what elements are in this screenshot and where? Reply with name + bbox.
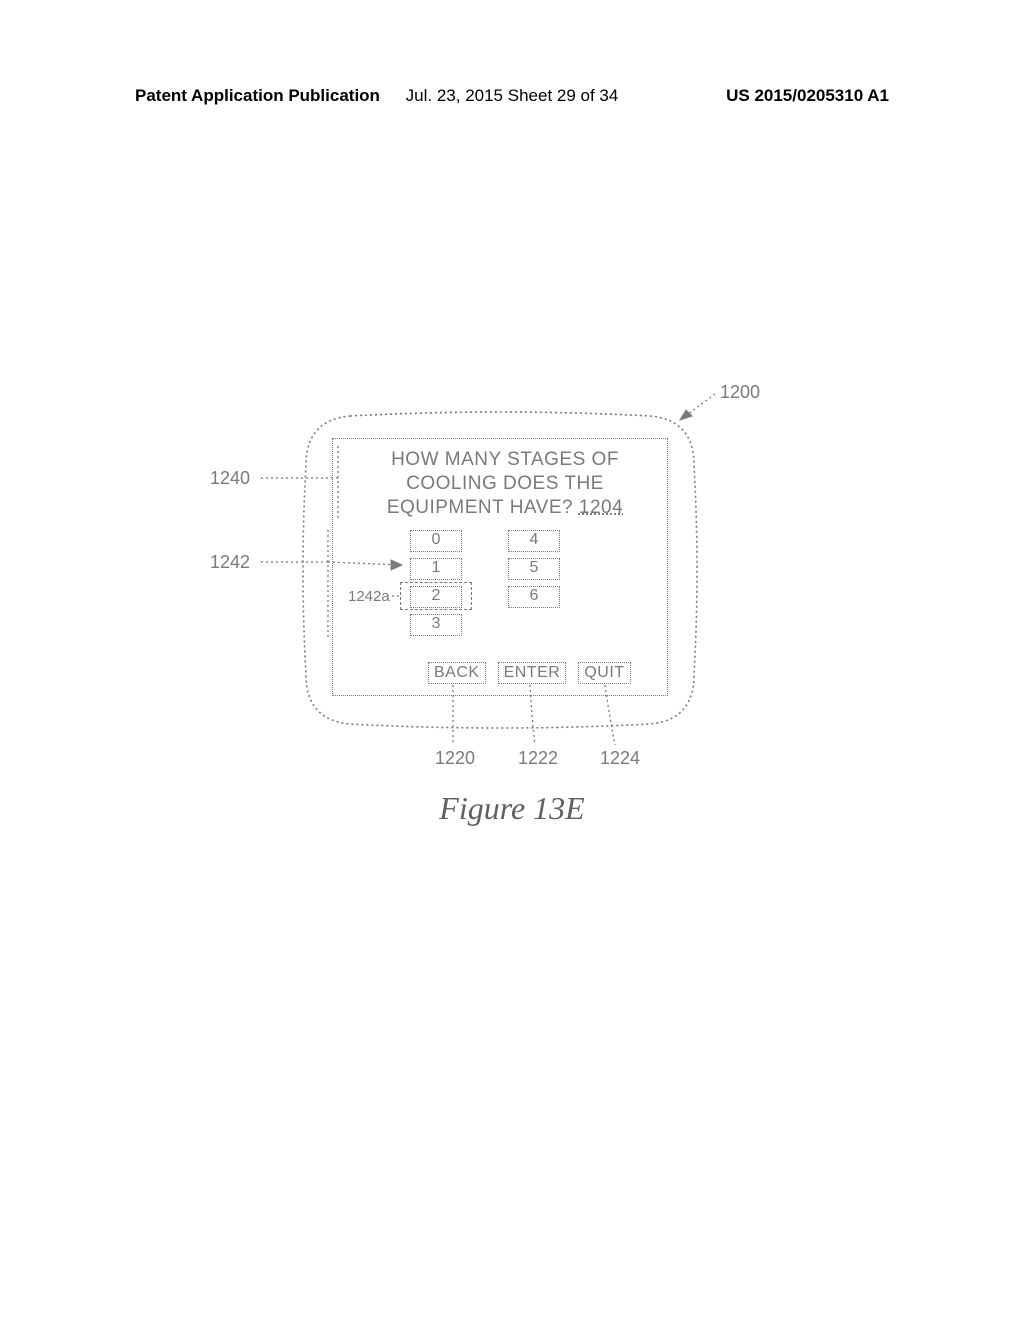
leader-lines — [260, 390, 760, 790]
header-publication: Patent Application Publication — [135, 86, 380, 106]
page-header: Patent Application Publication Jul. 23, … — [0, 86, 1024, 106]
ref-options: 1242 — [210, 552, 250, 573]
figure-13e: HOW MANY STAGES OF COOLING DOES THE EQUI… — [260, 390, 760, 790]
figure-caption: Figure 13E — [0, 790, 1024, 827]
header-patent-number: US 2015/0205310 A1 — [726, 86, 889, 106]
ref-question: 1240 — [210, 468, 250, 489]
header-sheet-info: Jul. 23, 2015 Sheet 29 of 34 — [406, 86, 619, 106]
